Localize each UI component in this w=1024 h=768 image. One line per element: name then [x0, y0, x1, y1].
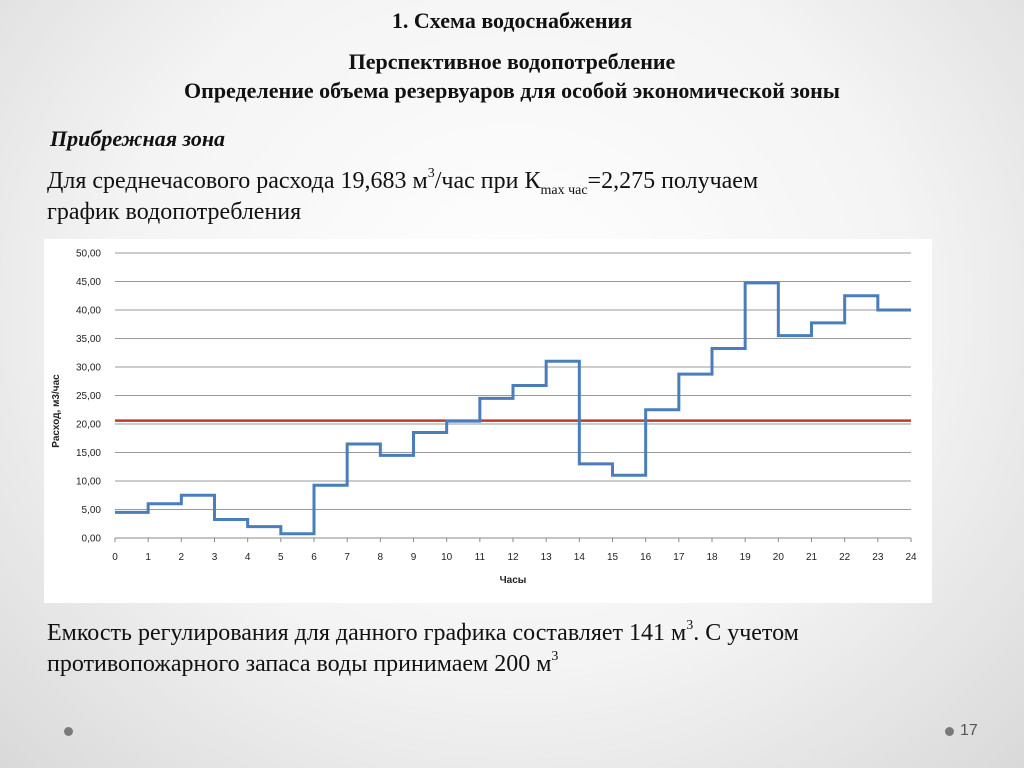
y-axis-label: Расход, м3/час: [51, 374, 62, 448]
slide-subtitle-2: Определение объема резервуаров для особо…: [184, 78, 840, 103]
x-tick-label: 14: [574, 552, 586, 563]
conclusion-text-1: Емкость регулирования для данного график…: [47, 620, 687, 646]
conclusion-sup-2: 3: [551, 649, 559, 664]
y-tick-label: 15,00: [76, 448, 101, 459]
x-tick-label: 23: [872, 552, 884, 563]
x-tick-label: 19: [740, 552, 752, 563]
conclusion-text-2: . С учетом: [693, 620, 799, 646]
y-tick-label: 0,00: [82, 534, 102, 545]
intro-text-line2: график водопотребления: [47, 199, 302, 225]
x-axis-label: Часы: [500, 575, 527, 586]
x-tick-label: 9: [411, 552, 417, 563]
x-tick-label: 16: [640, 552, 652, 563]
hourly-consumption-step-line: [115, 281, 911, 536]
y-tick-label: 20,00: [76, 420, 101, 431]
y-tick-label: 25,00: [76, 391, 101, 402]
x-tick-label: 0: [112, 552, 118, 563]
x-tick-label: 22: [839, 552, 851, 563]
zone-heading: Прибрежная зона: [50, 126, 226, 151]
x-tick-label: 20: [773, 552, 785, 563]
x-tick-label: 18: [706, 552, 718, 563]
nav-dot-left: [64, 727, 73, 736]
x-tick-label: 2: [179, 552, 185, 563]
x-tick-label: 17: [673, 552, 685, 563]
x-tick-label: 11: [475, 552, 486, 563]
nav-dot-right: [945, 727, 954, 736]
y-tick-label: 5,00: [82, 505, 102, 516]
intro-text-3: =2,275 получаем: [587, 168, 759, 194]
x-tick-label: 21: [806, 552, 818, 563]
y-tick-label: 30,00: [76, 363, 101, 374]
x-tick-label: 7: [344, 552, 350, 563]
y-tick-label: 45,00: [76, 277, 101, 288]
x-tick-label: 12: [507, 552, 519, 563]
conclusion-text-line2: противопожарного запаса воды принимаем 2…: [47, 651, 552, 677]
intro-paragraph: Для среднечасового расхода 19,683 м3/час…: [47, 166, 987, 228]
y-tick-label: 35,00: [76, 334, 101, 345]
slide-title: 1. Схема водоснабжения: [391, 8, 633, 33]
y-tick-label: 50,00: [76, 249, 101, 260]
x-tick-label: 5: [278, 552, 284, 563]
x-tick-label: 24: [905, 552, 917, 563]
x-tick-label: 13: [541, 552, 553, 563]
chart-svg: 0,005,0010,0015,0020,0025,0030,0035,0040…: [51, 249, 917, 587]
x-tick-label: 8: [378, 552, 384, 563]
page-number: 17: [960, 722, 978, 739]
x-tick-label: 6: [311, 552, 317, 563]
x-tick-label: 1: [145, 552, 151, 563]
x-tick-label: 4: [245, 552, 251, 563]
intro-sup-1: 3: [427, 166, 435, 181]
intro-sub-1: max час: [540, 182, 588, 198]
x-tick-label: 10: [441, 552, 453, 563]
intro-text-1: Для среднечасового расхода 19,683 м: [47, 168, 428, 194]
y-tick-label: 10,00: [76, 477, 101, 488]
intro-text-2: /час при К: [434, 168, 541, 194]
slide-subtitle-1: Перспективное водопотребление: [348, 49, 676, 74]
y-tick-label: 40,00: [76, 306, 101, 317]
x-tick-label: 15: [607, 552, 619, 563]
x-tick-label: 3: [212, 552, 218, 563]
conclusion-sup-1: 3: [686, 618, 694, 633]
water-consumption-chart: 0,00 5,00 10,00 15,00 20,00 25,00 30,00 35,00 40…: [44, 239, 932, 603]
conclusion-paragraph: Емкость регулирования для данного график…: [47, 618, 987, 680]
